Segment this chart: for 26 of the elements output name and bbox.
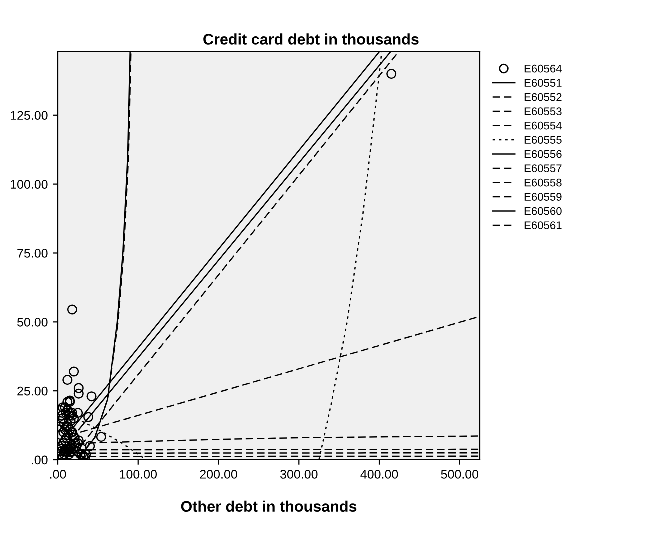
y-tick-label: 25.00 [18, 386, 48, 396]
legend-label: E60559 [524, 193, 562, 201]
y-tick-label: 100.00 [11, 180, 48, 189]
y-axis-title: Credit card debt in thousands [204, 34, 419, 45]
legend-label: E60555 [524, 136, 562, 144]
y-tick-label: 125.00 [11, 111, 48, 120]
y-tick-label: 75.00 [18, 249, 48, 258]
y-tick-label: 50.00 [18, 318, 48, 327]
x-tick-label: 300.00 [280, 470, 318, 479]
legend-label: E60561 [524, 222, 562, 230]
x-axis-title: Other debt in thousands [181, 500, 357, 512]
legend-label: E60551 [524, 79, 562, 88]
x-tick-label: 100.00 [120, 470, 158, 479]
legend-label: E60558 [524, 178, 562, 187]
legend-label: E60554 [524, 122, 562, 130]
y-tick-label: .00 [32, 456, 48, 465]
x-tick-label: .00 [50, 470, 66, 479]
legend-label: E60553 [524, 108, 562, 116]
legend-label: E60556 [524, 150, 562, 158]
legend-label: E60564 [524, 64, 562, 73]
x-tick-label: 200.00 [200, 470, 238, 479]
legend-label: E60552 [524, 93, 562, 102]
legend-label: E60560 [524, 207, 562, 216]
x-tick-label: 500.00 [441, 470, 479, 479]
legend-label: E60557 [524, 164, 562, 172]
x-tick-label: 400.00 [360, 470, 398, 479]
